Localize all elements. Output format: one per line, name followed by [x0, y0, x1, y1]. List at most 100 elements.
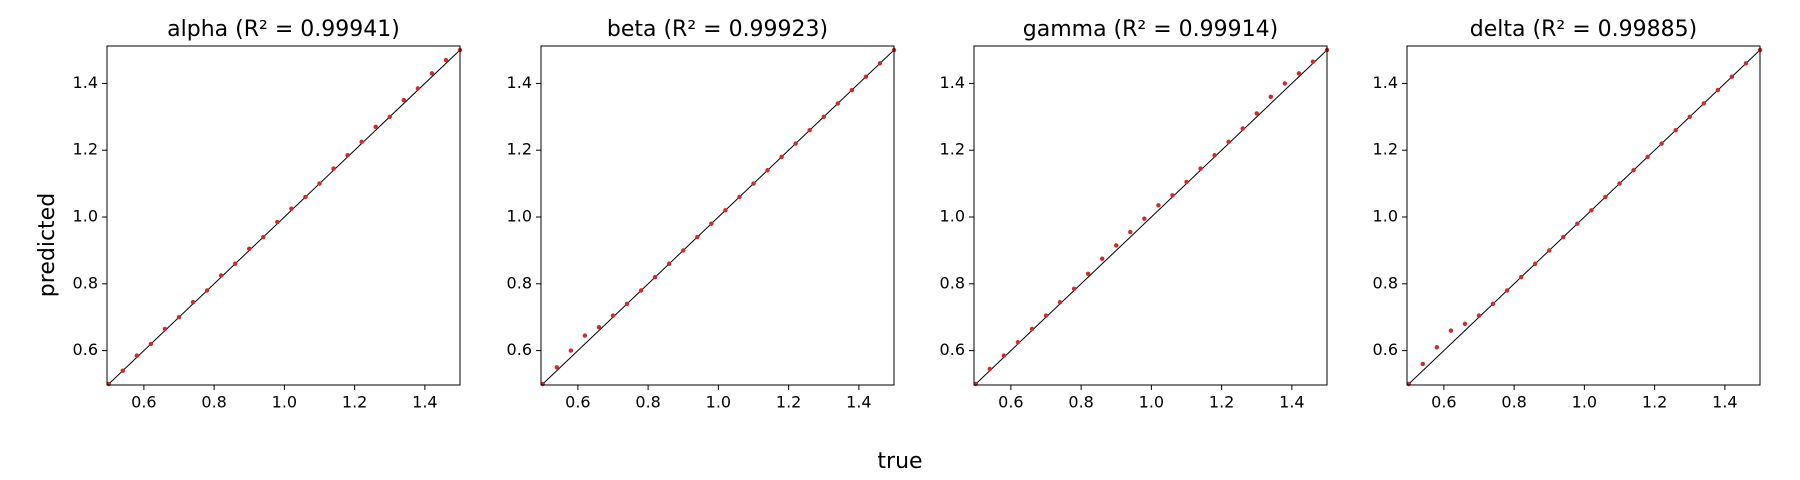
point	[261, 234, 266, 240]
point	[1029, 326, 1035, 332]
x-tick-label: 1.4	[412, 393, 437, 412]
point	[443, 57, 449, 63]
point	[695, 234, 700, 240]
point	[863, 74, 869, 79]
point	[568, 348, 574, 353]
x-tick-label: 0.6	[565, 393, 590, 412]
identity-line	[1407, 49, 1761, 386]
subplot-title: beta (R² = 0.99923)	[607, 17, 828, 42]
point	[1434, 345, 1440, 350]
point	[373, 124, 378, 130]
point	[1687, 114, 1692, 120]
x-tick-label: 0.8	[201, 393, 226, 412]
point	[204, 288, 210, 293]
point	[218, 273, 224, 278]
point	[681, 248, 686, 253]
identity-line	[107, 49, 461, 386]
plot-frame	[540, 45, 895, 386]
y-tick-label: 0.8	[507, 273, 532, 292]
y-axis-label: predicted	[35, 193, 60, 297]
point	[1533, 261, 1538, 266]
point	[289, 206, 294, 211]
point	[1631, 168, 1636, 173]
point	[233, 261, 238, 266]
y-tick-label: 0.8	[940, 273, 965, 292]
point	[1184, 179, 1189, 185]
x-tick-label: 1.4	[1279, 393, 1304, 412]
point	[162, 326, 168, 332]
point	[1673, 127, 1678, 133]
y-tick-label: 0.8	[73, 273, 98, 292]
y-tick-label: 1.0	[73, 207, 98, 226]
point	[1645, 154, 1650, 160]
subplot-title: gamma (R² = 0.99914)	[1023, 17, 1278, 42]
plot-frame	[106, 45, 461, 386]
y-tick-label: 1.0	[507, 207, 532, 226]
point	[275, 219, 280, 225]
point	[835, 101, 841, 106]
point	[554, 365, 560, 370]
point	[1001, 353, 1007, 358]
point	[1198, 166, 1203, 171]
y-tick-label: 0.6	[73, 340, 98, 359]
point	[303, 194, 308, 200]
y-tick-label: 1.4	[73, 73, 98, 92]
point	[596, 325, 602, 330]
point	[1156, 203, 1161, 208]
point	[1100, 256, 1105, 261]
point	[765, 168, 770, 173]
point	[1589, 208, 1594, 213]
point	[1282, 81, 1288, 86]
x-tick-label: 1.4	[1712, 393, 1737, 412]
x-tick-label: 1.0	[1139, 393, 1164, 412]
point	[120, 368, 126, 373]
subplot: alpha (R² = 0.99941) 0.6 0.8 1.0 1.2 1.4 0.6 0.…	[73, 17, 463, 412]
point	[1701, 101, 1707, 106]
point	[751, 181, 756, 186]
point	[1561, 234, 1566, 240]
point	[821, 114, 826, 120]
x-tick-label: 1.0	[272, 393, 297, 412]
y-tick-label: 1.0	[940, 207, 965, 226]
point	[610, 313, 616, 318]
y-tick-label: 1.4	[1373, 73, 1398, 92]
point	[582, 333, 588, 338]
subplot-title: alpha (R² = 0.99941)	[167, 17, 400, 42]
point	[134, 353, 140, 358]
point	[1462, 321, 1468, 327]
y-tick-label: 1.0	[1373, 207, 1398, 226]
point	[148, 341, 154, 347]
y-tick-label: 0.8	[1373, 273, 1398, 292]
point	[1743, 61, 1749, 66]
point	[737, 194, 742, 200]
point	[723, 208, 728, 213]
x-tick-label: 0.8	[1501, 393, 1526, 412]
point	[1575, 221, 1580, 226]
point	[1015, 340, 1021, 345]
x-tick-label: 1.2	[1209, 393, 1234, 412]
point	[1476, 313, 1482, 318]
point	[1057, 299, 1063, 305]
point	[1490, 301, 1496, 307]
point	[1504, 288, 1510, 293]
plot-frame	[1406, 45, 1761, 386]
y-tick-label: 1.2	[73, 140, 98, 159]
x-tick-label: 1.2	[1642, 393, 1667, 412]
y-tick-label: 0.6	[940, 340, 965, 359]
point	[1071, 286, 1077, 292]
y-tick-label: 1.4	[940, 73, 965, 92]
point	[345, 153, 350, 158]
y-tick-label: 1.4	[507, 73, 532, 92]
point	[1420, 361, 1426, 367]
x-tick-label: 0.6	[998, 393, 1023, 412]
y-tick-label: 0.6	[1373, 340, 1398, 359]
point	[1226, 139, 1231, 145]
y-tick-label: 0.6	[507, 340, 532, 359]
point	[987, 366, 993, 372]
y-tick-label: 1.2	[940, 140, 965, 159]
point	[1603, 194, 1608, 200]
x-tick-label: 0.8	[635, 393, 660, 412]
point	[247, 246, 252, 251]
point	[331, 166, 336, 171]
x-tick-label: 0.6	[1431, 393, 1456, 412]
